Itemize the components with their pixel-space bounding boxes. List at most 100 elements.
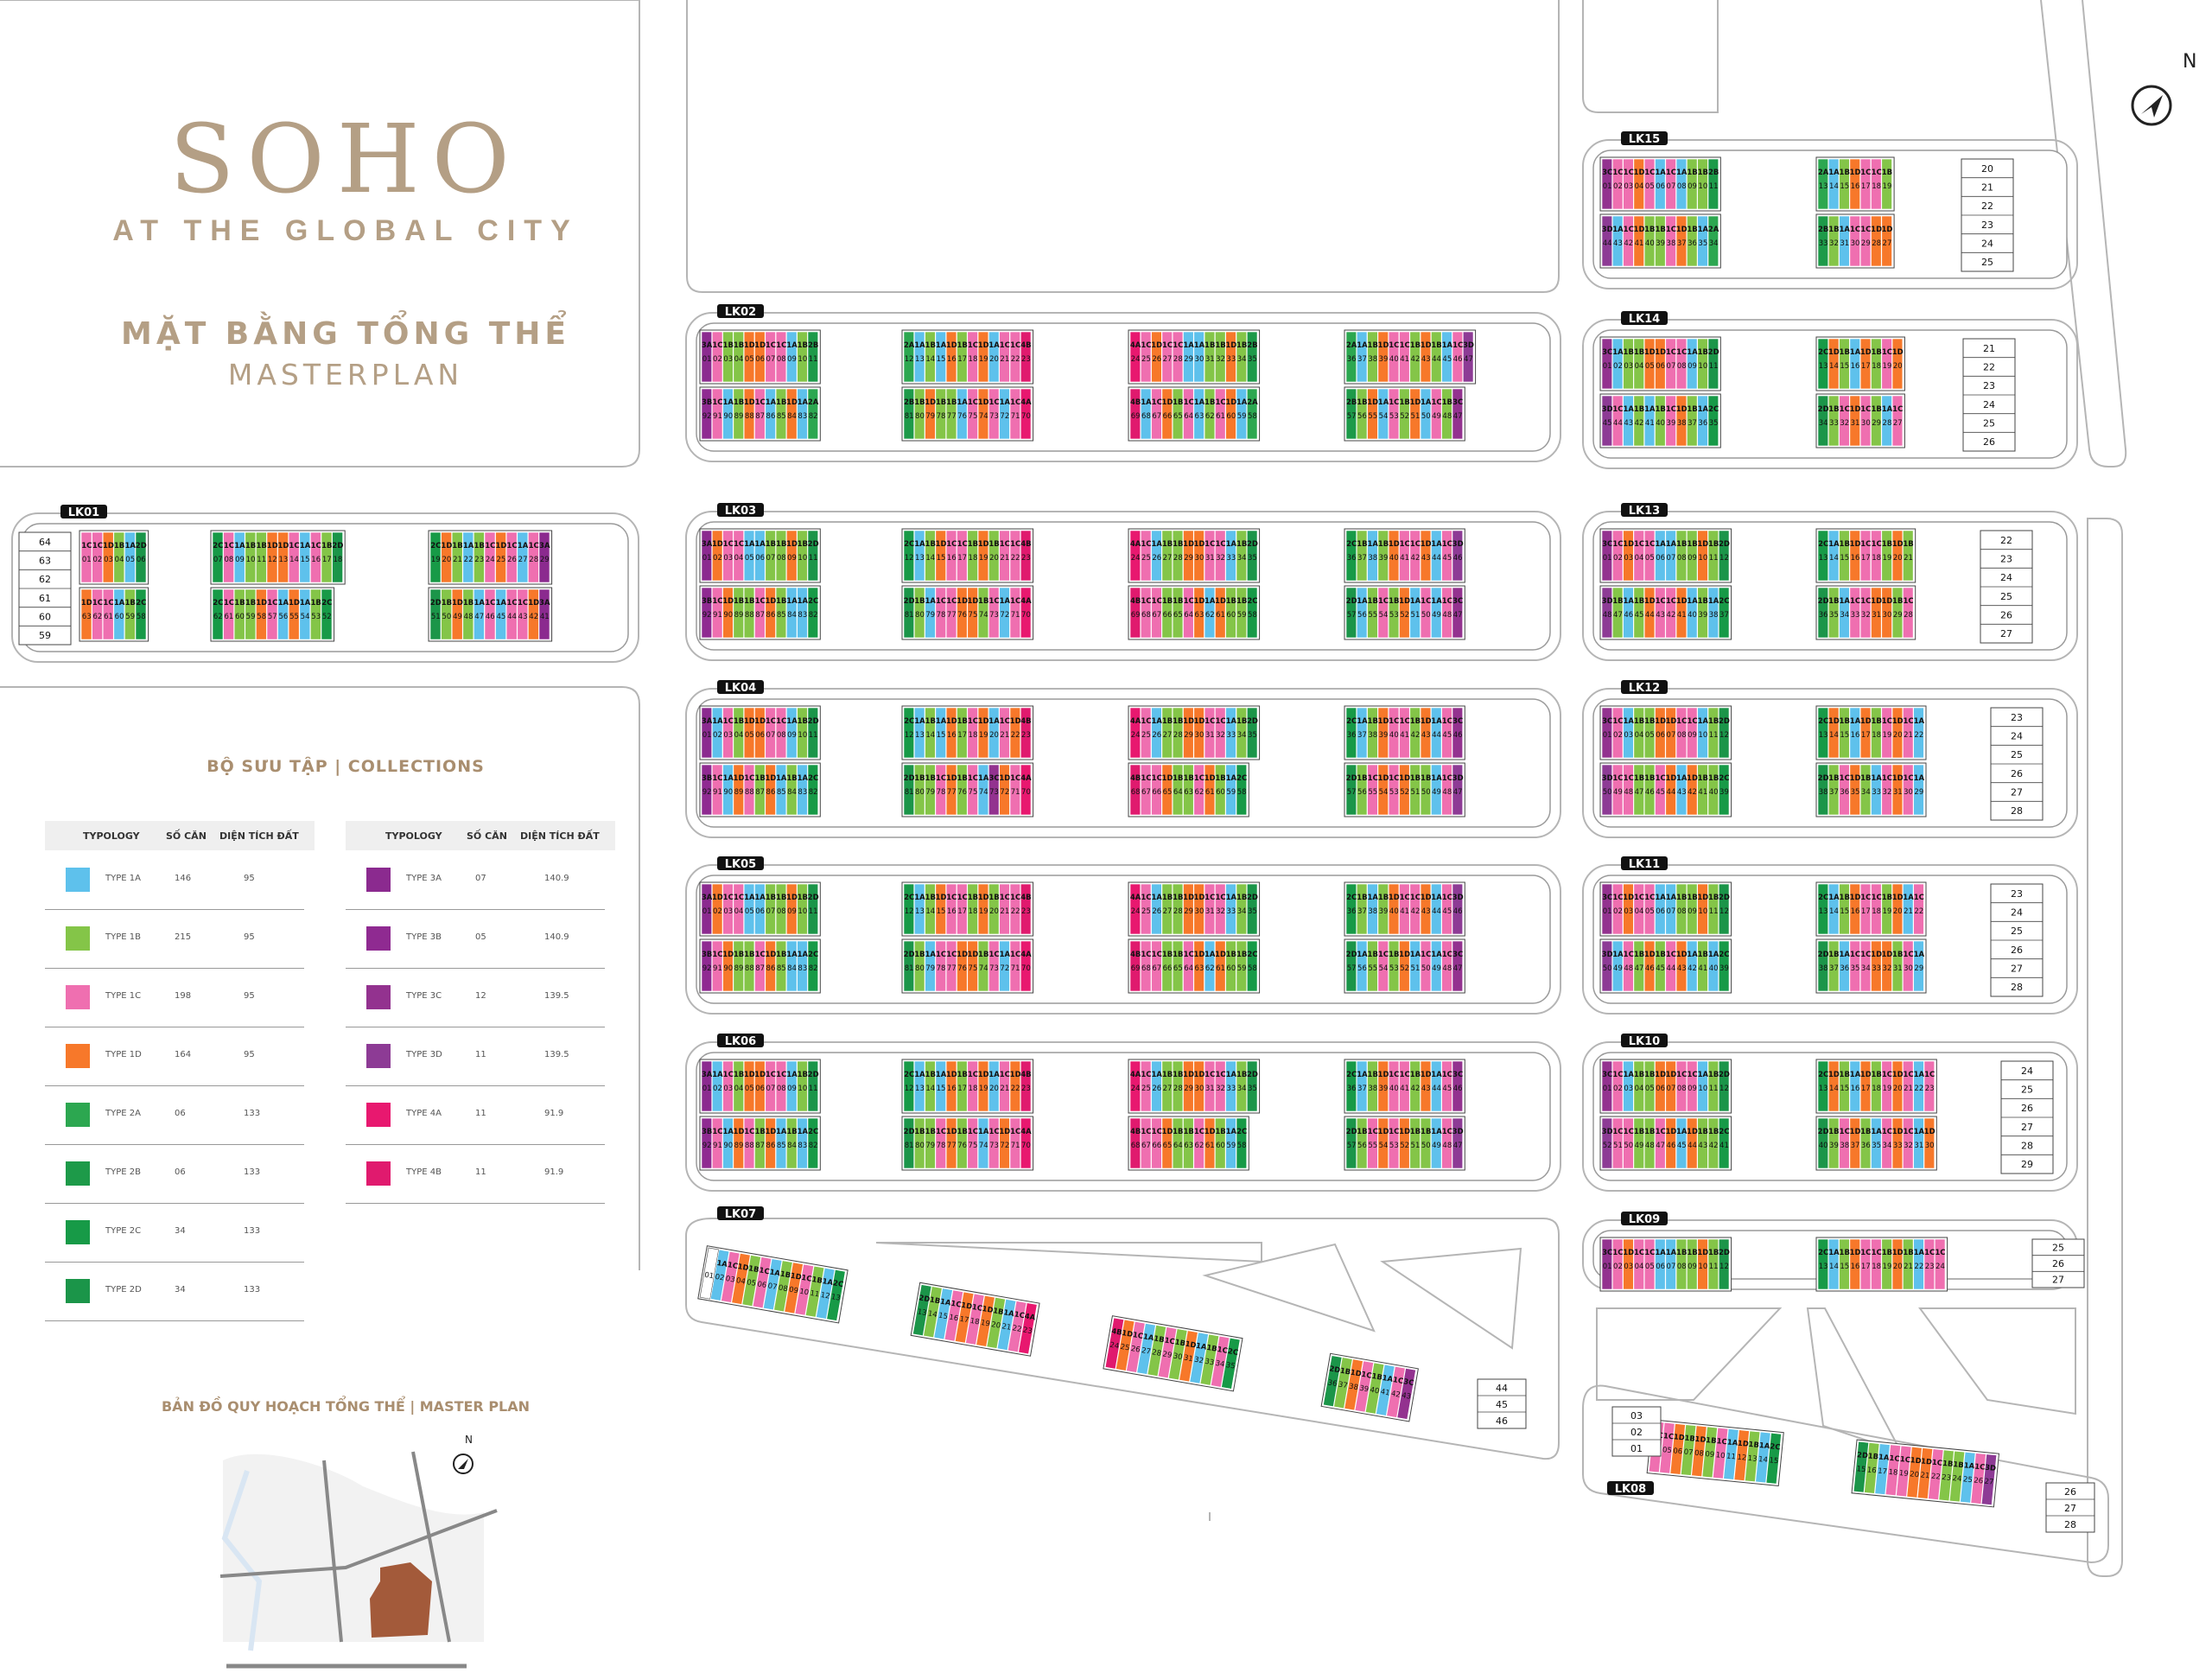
corner-lot-number[interactable]: 28 <box>2011 982 2023 993</box>
corner-lot-number[interactable]: 26 <box>2011 945 2023 956</box>
lot-type-label: 2D <box>808 540 819 549</box>
lot-lk01[interactable] <box>102 588 114 640</box>
corner-lot-number[interactable]: 23 <box>2000 554 2012 565</box>
lot-lk01[interactable] <box>256 531 267 583</box>
corner-lot-number[interactable]: 64 <box>39 537 51 548</box>
lot-type-label: 1C <box>1656 774 1666 783</box>
corner-lot-number[interactable]: 26 <box>2021 1103 2033 1114</box>
lot-number: 17 <box>1861 1085 1871 1093</box>
corner-lot-number[interactable]: 02 <box>1630 1427 1643 1438</box>
corner-lot-number[interactable]: 60 <box>39 612 51 623</box>
corner-lot-number[interactable]: 27 <box>2052 1275 2064 1286</box>
lot-lk01[interactable] <box>124 531 136 583</box>
lot-lk01[interactable] <box>113 531 125 583</box>
lot-type-label: 1A <box>518 542 529 550</box>
corner-lot-number[interactable]: 21 <box>1983 343 1995 354</box>
corner-lot-number[interactable]: 25 <box>2021 1085 2033 1096</box>
corner-lot-number[interactable]: 27 <box>2021 1122 2033 1133</box>
lot-number: 75 <box>969 788 978 797</box>
lot-lk01[interactable] <box>288 531 300 583</box>
corner-lot-number[interactable]: 26 <box>2011 768 2023 779</box>
corner-lot-number[interactable]: 59 <box>39 630 51 641</box>
lot-lk01[interactable] <box>92 531 103 583</box>
lot-type-label: 4A <box>1130 540 1141 549</box>
corner-lot-number[interactable]: 01 <box>1630 1443 1643 1454</box>
lot-number: 18 <box>969 1085 978 1093</box>
lot-number: 38 <box>1819 788 1828 797</box>
lot-lk01[interactable] <box>80 531 92 583</box>
corner-lot-number[interactable]: 24 <box>2000 572 2012 583</box>
corner-lot-number[interactable]: 03 <box>1630 1410 1643 1422</box>
corner-lot-number[interactable]: 24 <box>1981 239 1993 250</box>
lot-lk01[interactable] <box>299 531 311 583</box>
lot-number: 78 <box>937 412 946 421</box>
corner-lot-number[interactable]: 23 <box>2011 712 2023 723</box>
lot-lk01[interactable] <box>277 531 289 583</box>
corner-lot-number[interactable]: 21 <box>1981 182 1993 194</box>
lot-lk01[interactable] <box>223 531 234 583</box>
lot-lk01[interactable] <box>245 531 257 583</box>
corner-lot-number[interactable]: 27 <box>2011 787 2023 798</box>
corner-lot-number[interactable]: 20 <box>1981 163 1993 175</box>
lot-lk01[interactable] <box>266 531 278 583</box>
corner-lot-number[interactable]: 27 <box>2064 1503 2076 1514</box>
lot-lk01[interactable] <box>124 588 136 640</box>
lot-lk01[interactable] <box>321 531 333 583</box>
lot-lk01[interactable] <box>80 588 92 640</box>
lot-lk01[interactable] <box>135 588 147 640</box>
corner-lot-number[interactable]: 26 <box>2052 1258 2064 1269</box>
corner-lot-number[interactable]: 61 <box>39 593 51 604</box>
lot-lk01[interactable] <box>212 588 224 640</box>
corner-lot-number[interactable]: 28 <box>2011 805 2023 817</box>
corner-lot-number[interactable]: 28 <box>2021 1141 2033 1152</box>
corner-lot-number[interactable]: 25 <box>2011 749 2023 760</box>
corner-lot-number[interactable]: 45 <box>1496 1399 1508 1410</box>
lot-type-label: 1B <box>1676 540 1687 549</box>
corner-lot-number[interactable]: 62 <box>39 574 51 585</box>
corner-lot-number[interactable]: 24 <box>2021 1066 2033 1077</box>
corner-lot-number[interactable]: 23 <box>1983 380 1995 391</box>
corner-lot-number[interactable]: 25 <box>1981 257 1993 268</box>
lot-type-label: 1C <box>1010 398 1020 407</box>
corner-lot-number[interactable]: 26 <box>2064 1486 2076 1498</box>
corner-lot-number[interactable]: 25 <box>1983 418 1995 429</box>
corner-lot-number[interactable]: 22 <box>2000 535 2012 546</box>
corner-lot-number[interactable]: 22 <box>1983 362 1995 373</box>
corner-lot-number[interactable]: 24 <box>2011 907 2023 919</box>
lot-lk01[interactable] <box>332 531 343 583</box>
lot-lk01[interactable] <box>102 531 114 583</box>
lot-type-label: 4A <box>1020 597 1032 606</box>
lot-number: 03 <box>725 1275 735 1285</box>
corner-lot-number[interactable]: 24 <box>1983 399 1995 410</box>
corner-lot-number[interactable]: 22 <box>1981 200 1993 212</box>
corner-lot-number[interactable]: 26 <box>2000 610 2012 621</box>
corner-lot-number[interactable]: 25 <box>2011 926 2023 937</box>
corner-lot-number[interactable]: 25 <box>2052 1242 2064 1253</box>
corner-lot-number[interactable]: 28 <box>2064 1519 2076 1530</box>
corner-lot-number[interactable]: 26 <box>1983 436 1995 448</box>
lot-number: 70 <box>1021 964 1031 973</box>
lot-lk01[interactable] <box>233 531 245 583</box>
lot-type-label: 1C <box>1924 1249 1935 1257</box>
lot-number: 43 <box>1677 788 1687 797</box>
corner-lot-number[interactable]: 25 <box>2000 591 2012 602</box>
lot-lk01[interactable] <box>113 588 125 640</box>
corner-lot-number[interactable]: 46 <box>1496 1415 1508 1427</box>
corner-lot-number[interactable]: 23 <box>2011 888 2023 900</box>
corner-lot-number[interactable]: 23 <box>1981 219 1993 231</box>
lot-lk01[interactable] <box>223 588 234 640</box>
lot-lk01[interactable] <box>92 588 103 640</box>
lot-lk01[interactable] <box>135 531 147 583</box>
corner-lot-number[interactable]: 24 <box>2011 731 2023 742</box>
lot-number: 48 <box>1442 964 1452 973</box>
corner-lot-number[interactable]: 44 <box>1496 1383 1508 1394</box>
corner-lot-number[interactable]: 27 <box>2011 964 2023 975</box>
corner-lot-number[interactable]: 63 <box>39 556 51 567</box>
lot-lk01[interactable] <box>245 588 257 640</box>
lot-lk01[interactable] <box>310 531 321 583</box>
lot-type-label: 1C <box>1000 894 1010 902</box>
lot-lk01[interactable] <box>233 588 245 640</box>
corner-lot-number[interactable]: 29 <box>2021 1159 2033 1170</box>
corner-lot-number[interactable]: 27 <box>2000 628 2012 639</box>
lot-lk01[interactable] <box>212 531 224 583</box>
